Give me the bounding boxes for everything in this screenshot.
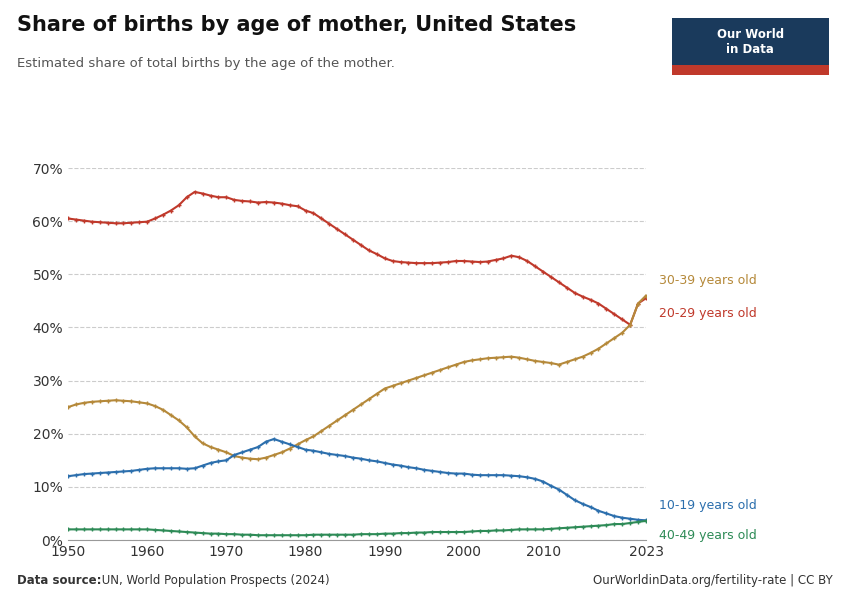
Text: OurWorldinData.org/fertility-rate | CC BY: OurWorldinData.org/fertility-rate | CC B… <box>593 574 833 587</box>
Text: 10-19 years old: 10-19 years old <box>659 499 756 512</box>
Text: Estimated share of total births by the age of the mother.: Estimated share of total births by the a… <box>17 57 395 70</box>
Text: 40-49 years old: 40-49 years old <box>659 529 756 542</box>
Text: 20-29 years old: 20-29 years old <box>659 307 756 320</box>
Text: Our World
in Data: Our World in Data <box>717 28 784 56</box>
Text: Share of births by age of mother, United States: Share of births by age of mother, United… <box>17 15 576 35</box>
Text: UN, World Population Prospects (2024): UN, World Population Prospects (2024) <box>98 574 329 587</box>
Text: 30-39 years old: 30-39 years old <box>659 274 756 287</box>
Text: Data source:: Data source: <box>17 574 101 587</box>
